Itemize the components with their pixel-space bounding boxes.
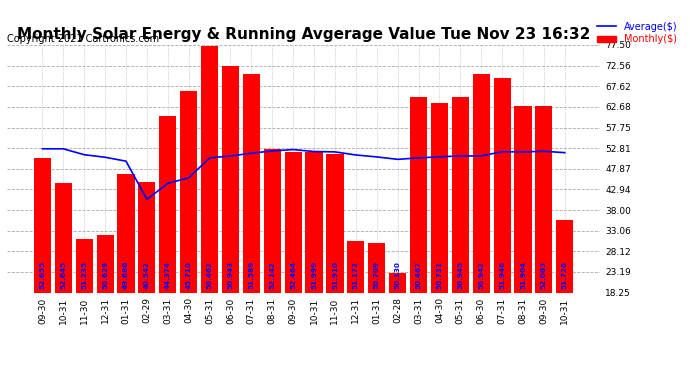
Text: Copyright 2021 Cartronics.com: Copyright 2021 Cartronics.com <box>7 34 159 44</box>
Text: 51.726: 51.726 <box>562 261 568 288</box>
Text: 51.235: 51.235 <box>81 261 87 288</box>
Bar <box>326 154 344 369</box>
Text: 50.629: 50.629 <box>102 260 108 288</box>
Text: 52.063: 52.063 <box>541 261 547 288</box>
Bar <box>389 273 406 369</box>
Text: 49.686: 49.686 <box>123 260 129 288</box>
Text: 50.731: 50.731 <box>436 261 442 288</box>
Bar <box>535 106 553 369</box>
Bar <box>284 152 302 369</box>
Text: 52.645: 52.645 <box>60 260 66 288</box>
Bar <box>556 220 573 369</box>
Bar <box>159 116 177 369</box>
Bar <box>222 66 239 369</box>
Text: 50.462: 50.462 <box>206 261 213 288</box>
Bar <box>201 46 218 369</box>
Legend: Average($), Monthly($): Average($), Monthly($) <box>593 18 682 48</box>
Text: 45.710: 45.710 <box>186 261 192 288</box>
Text: 51.946: 51.946 <box>499 260 505 288</box>
Text: 50.945: 50.945 <box>457 260 463 288</box>
Text: 52.655: 52.655 <box>39 260 46 288</box>
Title: Monthly Solar Energy & Running Avgerage Value Tue Nov 23 16:32: Monthly Solar Energy & Running Avgerage … <box>17 27 590 42</box>
Bar <box>117 174 135 369</box>
Bar <box>264 149 281 369</box>
Bar <box>431 104 448 369</box>
Bar <box>493 78 511 369</box>
Text: 50.942: 50.942 <box>478 261 484 288</box>
Bar <box>138 182 155 369</box>
Bar <box>180 91 197 369</box>
Text: 52.464: 52.464 <box>290 261 296 288</box>
Text: 52.142: 52.142 <box>269 261 275 288</box>
Bar <box>347 242 364 369</box>
Text: 50.943: 50.943 <box>228 261 233 288</box>
Text: 50.709: 50.709 <box>374 261 380 288</box>
Bar <box>97 235 114 369</box>
Text: 44.374: 44.374 <box>165 261 171 288</box>
Text: 51.999: 51.999 <box>311 260 317 288</box>
Bar <box>55 183 72 369</box>
Bar <box>515 106 531 369</box>
Bar <box>368 243 385 369</box>
Bar <box>34 158 51 369</box>
Bar <box>243 74 260 369</box>
Text: 51.589: 51.589 <box>248 260 255 288</box>
Bar <box>76 239 92 369</box>
Bar <box>452 97 469 369</box>
Text: 40.542: 40.542 <box>144 261 150 288</box>
Text: 50.467: 50.467 <box>415 261 422 288</box>
Text: 50.130: 50.130 <box>395 261 401 288</box>
Bar <box>473 74 490 369</box>
Bar <box>306 152 323 369</box>
Text: 51.172: 51.172 <box>353 261 359 288</box>
Bar <box>410 97 427 369</box>
Text: 51.910: 51.910 <box>332 261 338 288</box>
Text: 51.904: 51.904 <box>520 261 526 288</box>
